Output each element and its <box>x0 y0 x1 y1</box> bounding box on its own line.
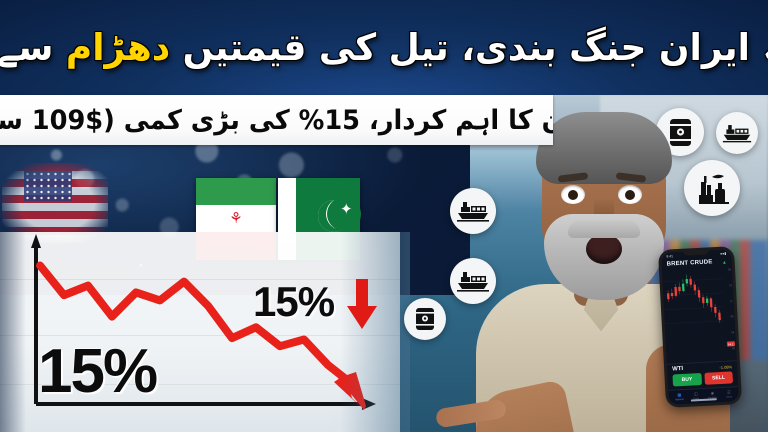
phone-tab-label: Markets <box>675 397 684 402</box>
chart-gridlines <box>0 232 400 432</box>
cargo-ship-icon <box>450 188 496 234</box>
presenter-pupil-left <box>568 190 578 200</box>
candlestick-svg <box>662 274 725 325</box>
news-icon: ☰ <box>726 389 731 395</box>
presenter-moustache <box>568 220 640 238</box>
buy-button[interactable]: BUY <box>672 373 702 387</box>
instrument-name: BRENT CRUDE <box>666 259 713 268</box>
phone-tab-label: News <box>726 395 733 399</box>
price-tick: 76 <box>728 284 732 288</box>
pakistan-flag-star: ✦ <box>340 201 353 218</box>
headline-segment-1: تیل کی قیمتیں <box>170 26 449 69</box>
subheadline-text: پاکستان کا اہم کردار، 15% کی بڑی کمی ($1… <box>0 104 553 136</box>
presenter-mouth <box>586 234 622 264</box>
bottom-tab-bar[interactable]: ▦Markets◫Trade◉Portfolio☰News <box>668 386 739 405</box>
usa-flag-canton <box>24 171 72 201</box>
subheadline-banner: پاکستان کا اہم کردار، 15% کی بڑی کمی ($1… <box>0 95 553 145</box>
phone-tab-news[interactable]: ☰ News <box>726 389 732 398</box>
status-time: 9:41 <box>666 254 674 259</box>
price-tick: 60 <box>732 347 736 351</box>
pakistan-flag-crescent <box>318 197 361 232</box>
chart-left-vignette <box>0 232 26 432</box>
price-tick: 68 <box>730 315 734 319</box>
candles-icon: ◫ <box>693 391 698 397</box>
candlestick-chart[interactable]: 80 76 72 68 64 60 64.1 <box>661 266 737 364</box>
presenter-hair <box>536 112 672 184</box>
headline-banner: امریکہ ایران جنگ بندی، تیل کی قیمتیں دھڑ… <box>0 0 768 95</box>
chart-right-vignette <box>340 232 410 432</box>
phone-tab-markets[interactable]: ▦ Markets <box>675 392 684 401</box>
down-arrow-icon <box>347 279 377 329</box>
iran-flag-emblem: ⚘ <box>229 210 243 227</box>
chart-icon: ▦ <box>677 392 682 398</box>
presenter-pupil-right <box>625 190 635 200</box>
sell-button[interactable]: SELL <box>703 371 733 385</box>
percent-drop-large: 15% <box>38 337 158 406</box>
cargo-ship-icon <box>716 112 758 154</box>
price-tick: 72 <box>729 299 733 303</box>
headline-segment-0: امریکہ ایران جنگ بندی، <box>461 26 768 69</box>
pie-icon: ◉ <box>710 390 715 396</box>
trading-app-screen[interactable]: 9:41 ●●▮ BRENT CRUDE ▲ 80 76 72 68 64 60 <box>661 249 739 405</box>
oil-barrel-icon <box>404 298 446 340</box>
price-tick: 64 <box>731 331 735 335</box>
refinery-icon <box>684 160 740 216</box>
instrument-change-icon: ▲ <box>722 259 727 265</box>
smartphone-device[interactable]: 9:41 ●●▮ BRENT CRUDE ▲ 80 76 72 68 64 60 <box>657 246 743 408</box>
cargo-ship-icon <box>450 258 496 304</box>
last-price-tag: 64.1 <box>726 341 736 347</box>
headline-text: امریکہ ایران جنگ بندی، تیل کی قیمتیں دھڑ… <box>0 29 768 66</box>
headline-segment-2: دھڑام <box>53 26 171 69</box>
headline-segment-3: سے نیچے! <box>0 26 54 69</box>
status-icons: ●●▮ <box>719 251 727 256</box>
percent-drop-small: 15% <box>253 278 335 325</box>
price-tick: 80 <box>728 268 732 272</box>
line-chart-panel <box>0 232 400 432</box>
